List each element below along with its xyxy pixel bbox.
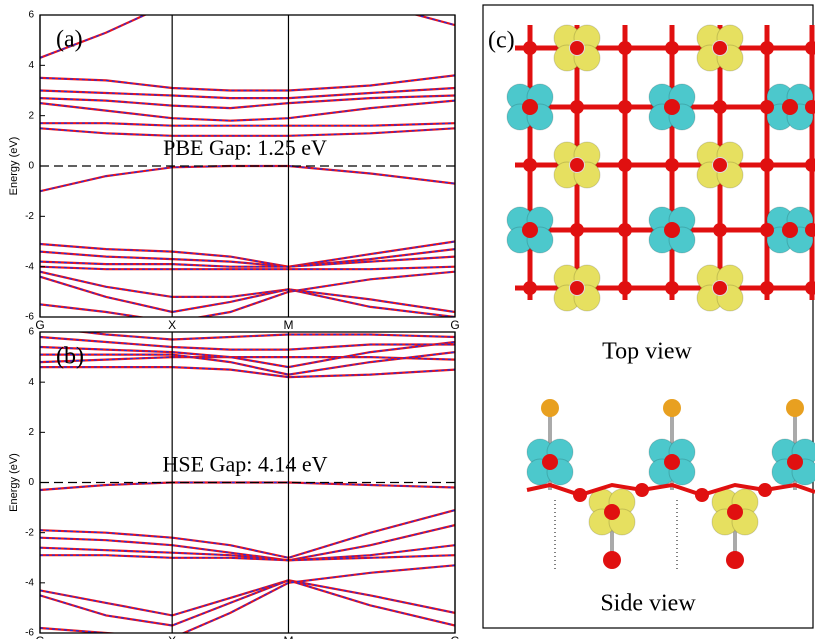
atom [523,281,537,295]
atom [523,158,537,172]
atom [760,100,774,114]
atom [805,41,815,55]
panel-label: (c) [488,28,515,54]
x-tick-label: M [283,634,293,639]
atom [782,99,798,115]
y-tick-label: 0 [28,477,34,488]
atom [695,488,709,502]
x-tick-label: G [450,634,459,639]
structure-view [507,25,815,570]
atom [805,281,815,295]
annotation: HSE Gap: 4.14 eV [163,452,328,477]
atom [805,158,815,172]
y-tick-label: 2 [28,427,34,438]
atom [726,551,744,569]
y-tick-label: 4 [28,60,34,71]
x-tick-label: X [168,634,176,639]
annotation: PBE Gap: 1.25 eV [163,135,327,160]
atom [523,41,537,55]
caption: Side view [600,591,696,617]
figure: (c) Top view Side view GXMG-6-4-20246Ene… [0,0,815,639]
band-line [40,166,455,191]
band-line-dashed [40,257,455,267]
atom [760,158,774,172]
y-axis-label: Energy (eV) [8,137,20,196]
atom [604,504,620,520]
y-tick-label: -6 [25,312,34,323]
atom [665,223,679,237]
atom [570,100,584,114]
band-line [40,327,455,340]
atom [570,41,584,55]
atom [664,454,680,470]
y-tick-label: 6 [28,327,34,338]
x-tick-label: X [168,318,176,332]
y-tick-label: -6 [25,628,34,639]
atom [760,281,774,295]
atom [542,454,558,470]
atom [635,483,649,497]
atom [618,158,632,172]
band-line [40,337,455,350]
atom [727,504,743,520]
x-tick-label: G [35,318,44,332]
atom [618,281,632,295]
atom [782,222,798,238]
atom [713,158,727,172]
atom [570,281,584,295]
band-line [40,75,455,90]
plot-area [40,0,455,322]
atom [713,281,727,295]
atom [663,399,681,417]
atom [618,41,632,55]
atom [665,41,679,55]
band-line [40,483,455,491]
y-tick-label: 0 [28,161,34,172]
band-line-dashed [40,337,455,350]
atom [713,41,727,55]
y-axis-label: Energy (eV) [8,453,20,512]
x-tick-label: M [283,318,293,332]
caption: Top view [602,339,692,365]
atom [665,158,679,172]
band-line [40,257,455,267]
atom [786,399,804,417]
panel-label: (a) [56,27,83,53]
atom [523,223,537,237]
y-tick-label: -4 [25,577,34,588]
band-line-dashed [40,0,455,58]
atom [713,100,727,114]
atom [760,223,774,237]
atom [713,223,727,237]
panel-label: (b) [56,344,84,370]
atom [573,488,587,502]
atom [665,281,679,295]
band-line [40,367,455,377]
atom [570,158,584,172]
y-tick-label: -4 [25,261,34,272]
y-tick-label: -2 [25,211,34,222]
band-line [40,0,455,58]
atom [665,100,679,114]
y-tick-label: 6 [28,10,34,21]
y-tick-label: 2 [28,110,34,121]
atom [603,551,621,569]
atom [760,41,774,55]
x-tick-label: G [35,634,44,639]
y-tick-label: -2 [25,527,34,538]
x-tick-label: G [450,318,459,332]
atom [523,100,537,114]
band-line-dashed [40,166,455,191]
atom [570,223,584,237]
atom [758,483,772,497]
y-tick-label: 4 [28,377,34,388]
atom [541,399,559,417]
band-line-dashed [40,101,455,121]
atom [618,100,632,114]
atom [787,454,803,470]
atom [618,223,632,237]
